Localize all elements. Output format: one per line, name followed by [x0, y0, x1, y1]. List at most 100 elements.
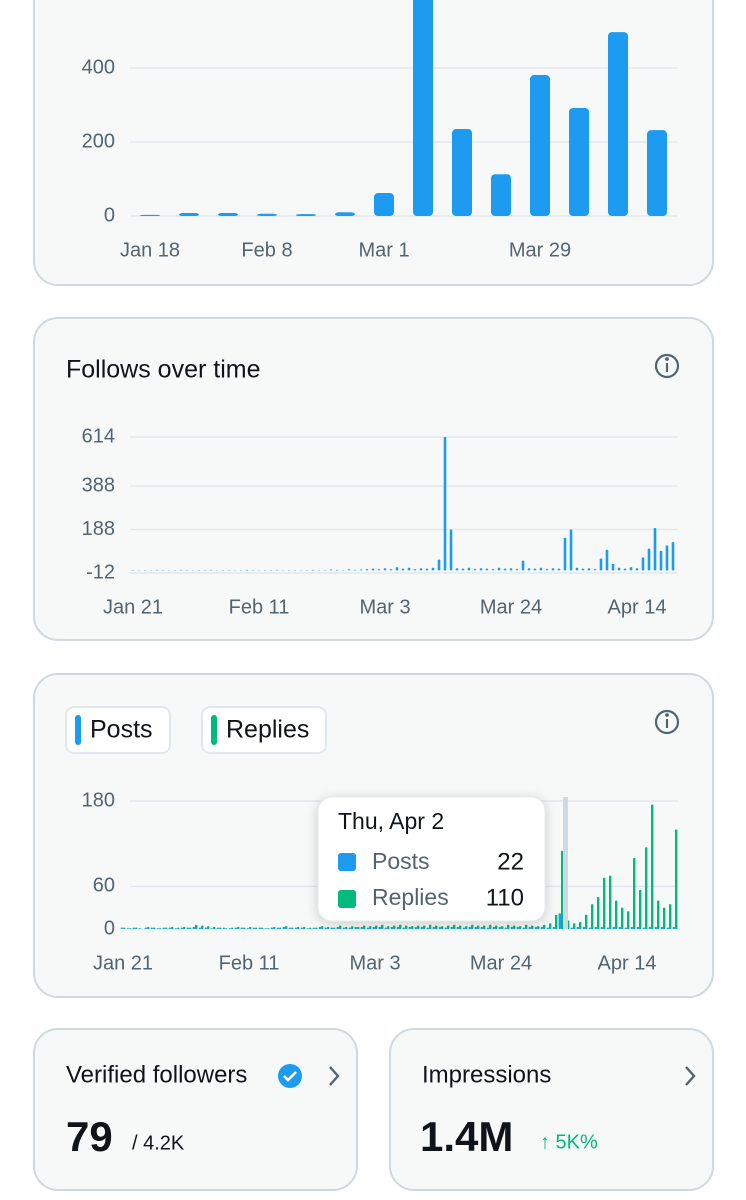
bar [369, 926, 372, 929]
bar [261, 927, 264, 929]
bar [209, 569, 213, 571]
x-tick-label: Mar 3 [349, 952, 400, 974]
bar [321, 926, 324, 929]
bar [459, 925, 462, 929]
bar [165, 927, 168, 929]
y-tick-label: 60 [93, 875, 115, 897]
bar [378, 926, 381, 929]
bar [335, 212, 355, 216]
info-icon[interactable] [654, 353, 680, 379]
bar [477, 925, 480, 929]
bar [296, 214, 316, 216]
stat-value: 1.4M [420, 1113, 513, 1160]
bar [195, 924, 198, 929]
bar [452, 129, 472, 216]
legend-label: Posts [90, 716, 153, 744]
bar [609, 875, 612, 929]
stat-card[interactable] [389, 1028, 714, 1191]
bar [570, 927, 573, 929]
x-tick-label: Feb 8 [241, 239, 292, 261]
legend-swatch [211, 715, 217, 745]
bar [623, 568, 627, 571]
tooltip-label: Replies [372, 884, 449, 910]
bar [372, 926, 375, 929]
bar [627, 911, 630, 929]
bar [276, 927, 279, 929]
chevron [685, 1066, 696, 1086]
bar [531, 925, 534, 929]
bar [450, 926, 453, 929]
bar [453, 924, 456, 929]
bar [543, 924, 546, 929]
bar [599, 558, 603, 571]
bar [539, 567, 543, 571]
bar [225, 928, 228, 929]
bar [153, 927, 156, 929]
stat-change: ↑ 5K% [540, 1131, 598, 1153]
legend-chip[interactable] [65, 706, 171, 754]
bar [245, 569, 249, 571]
x-tick-label: Feb 11 [229, 596, 290, 618]
bar [401, 568, 405, 571]
bar [294, 927, 297, 929]
bar [333, 927, 336, 929]
bar [351, 926, 354, 929]
bar [246, 928, 249, 929]
tooltip-value: 22 [497, 848, 524, 875]
bar [669, 904, 672, 929]
bar [501, 926, 504, 929]
tooltip-swatch [338, 853, 356, 871]
bar [240, 927, 243, 929]
bar [204, 927, 207, 929]
bar [437, 559, 441, 571]
bar [603, 877, 606, 929]
bar [645, 847, 648, 929]
x-tick-label: Feb 11 [219, 952, 280, 974]
bar [492, 926, 495, 929]
bar [183, 926, 186, 929]
x-tick-label: Mar 1 [358, 239, 409, 261]
stat-value: 79 [66, 1113, 113, 1160]
bar [413, 569, 417, 571]
bar [291, 927, 294, 929]
tooltip-label: Posts [372, 848, 430, 874]
bar [155, 569, 159, 571]
bar [231, 927, 234, 929]
bar [635, 568, 639, 571]
x-tick-label: Apr 14 [598, 952, 657, 974]
y-tick-label: 400 [82, 56, 115, 78]
bar [612, 926, 615, 929]
bar [342, 927, 345, 929]
bar [497, 567, 501, 571]
bar [383, 568, 387, 571]
bar [174, 928, 177, 929]
bar [389, 569, 393, 571]
bar [315, 927, 318, 929]
legend-chip[interactable] [201, 706, 327, 754]
bar [474, 926, 477, 929]
bar [507, 924, 510, 929]
info-icon[interactable] [654, 709, 680, 735]
bar [353, 569, 357, 571]
bar [671, 542, 675, 571]
bar [237, 926, 240, 929]
bar [177, 927, 180, 929]
bar [641, 557, 645, 571]
bar [465, 926, 468, 929]
bar [273, 926, 276, 929]
bar [329, 569, 333, 571]
bar [357, 926, 360, 929]
bar [377, 569, 381, 571]
bar [471, 924, 474, 929]
bar [587, 568, 591, 571]
x-tick-label: Mar 24 [480, 596, 542, 618]
bar [545, 569, 549, 571]
stat-card[interactable] [33, 1028, 358, 1191]
bar [647, 548, 651, 571]
bar [210, 928, 213, 929]
bar [249, 926, 252, 929]
bar [264, 928, 267, 929]
bar [419, 568, 423, 571]
bar [371, 568, 375, 571]
legend-label: Replies [226, 716, 309, 744]
